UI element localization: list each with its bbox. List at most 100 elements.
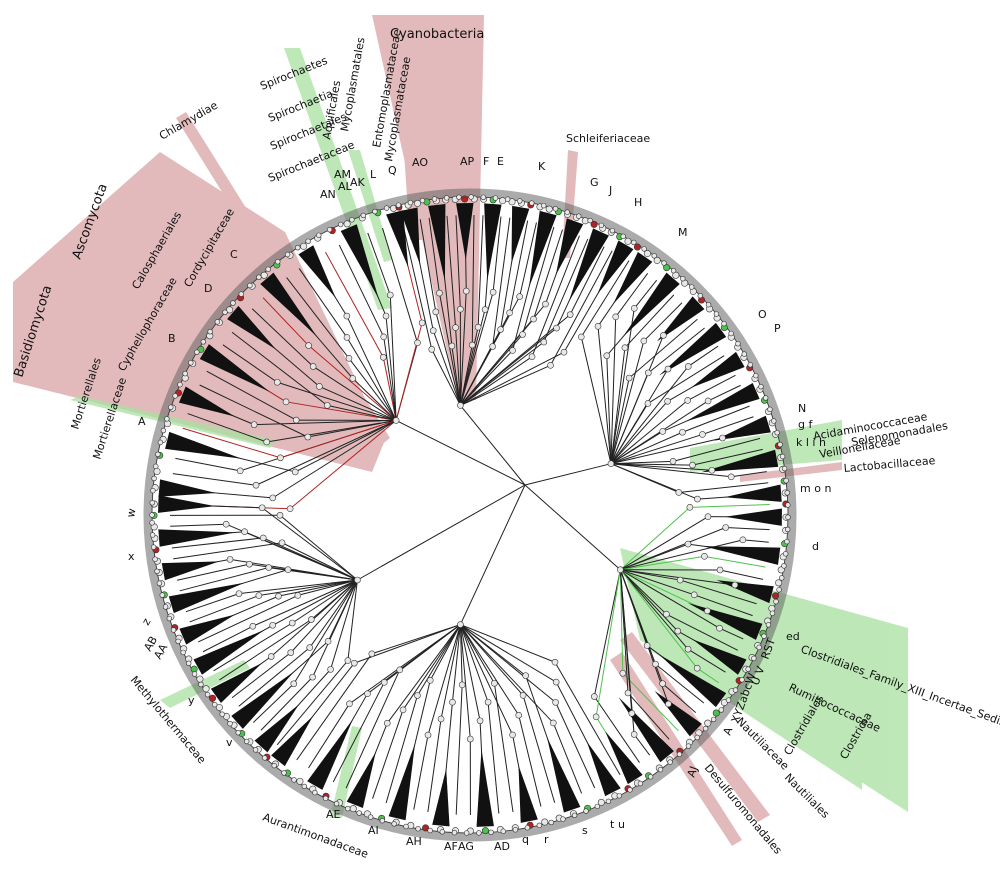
tree-node xyxy=(723,525,729,531)
tree-node xyxy=(617,567,623,573)
collapsed-clade xyxy=(477,750,494,827)
tree-node xyxy=(548,362,554,368)
tree-node xyxy=(604,353,610,359)
tree-node xyxy=(186,661,191,666)
marker-AF: AF xyxy=(444,840,458,853)
tree-node xyxy=(457,306,463,312)
marker-L: L xyxy=(370,168,377,181)
branch xyxy=(291,580,358,653)
tree-node xyxy=(520,332,526,338)
tree-node xyxy=(270,495,276,501)
tree-node xyxy=(625,690,631,696)
tree-node xyxy=(171,628,176,633)
tree-node xyxy=(310,363,316,369)
tree-node xyxy=(546,206,552,212)
tree-node xyxy=(785,527,790,532)
tree-node xyxy=(595,804,600,809)
tree-node xyxy=(729,331,734,336)
marker-AN: AN xyxy=(320,188,336,201)
marker-P: P xyxy=(774,322,781,335)
tree-node xyxy=(380,818,385,823)
tree-node xyxy=(751,656,756,661)
marker-AL: AL xyxy=(338,180,353,193)
tree-node xyxy=(705,398,711,404)
tree-node xyxy=(444,195,449,200)
tree-node xyxy=(620,670,626,676)
branch xyxy=(396,323,422,421)
tree-node xyxy=(387,292,393,298)
tree-node xyxy=(345,658,351,664)
branch xyxy=(488,702,499,813)
tree-node xyxy=(631,240,636,245)
tree-node xyxy=(155,452,160,457)
tree-node xyxy=(383,313,389,319)
tree-node xyxy=(324,402,330,408)
tree-node xyxy=(201,339,206,344)
tree-node xyxy=(591,694,597,700)
tree-node xyxy=(205,692,210,697)
tree-node xyxy=(381,679,387,685)
tree-node xyxy=(501,829,506,834)
tree-node xyxy=(610,228,615,233)
tree-node xyxy=(481,195,486,200)
tree-node xyxy=(173,393,178,398)
tree-node xyxy=(691,592,697,598)
branch xyxy=(460,625,494,684)
branch xyxy=(294,580,358,684)
branch xyxy=(354,625,460,664)
tree-node xyxy=(695,735,700,740)
tree-node xyxy=(261,272,267,278)
tree-node xyxy=(567,312,573,318)
marker-r: r xyxy=(544,833,549,846)
tree-node xyxy=(677,577,683,583)
collapsed-clade xyxy=(703,546,780,565)
tree-node xyxy=(475,324,481,330)
tree-node xyxy=(719,708,724,713)
marker-klh: k l i h xyxy=(796,436,826,449)
branch xyxy=(175,458,240,470)
tree-node xyxy=(289,620,295,626)
tree-node xyxy=(158,440,163,445)
marker-mon: m o n xyxy=(800,482,831,495)
tree-node xyxy=(163,605,168,610)
tree-node xyxy=(259,505,265,511)
tree-node xyxy=(392,821,397,826)
tree-node xyxy=(491,680,497,686)
marker-u: u xyxy=(618,818,625,831)
tree-node xyxy=(687,504,693,510)
marker-Q: Q xyxy=(388,164,397,177)
tree-node xyxy=(408,822,414,828)
label-schleiferiaceae: Schleiferiaceae xyxy=(566,132,650,145)
branch xyxy=(297,654,372,760)
tree-node xyxy=(499,197,505,203)
tree-node xyxy=(176,639,181,644)
tree-node xyxy=(553,679,559,685)
tree-node xyxy=(680,276,685,281)
tree-node xyxy=(338,222,343,227)
tree-node xyxy=(227,556,233,562)
tree-node xyxy=(228,721,233,726)
tree-node xyxy=(368,815,373,820)
tree-node xyxy=(236,591,242,597)
tree-node xyxy=(677,752,682,757)
label-lactobacillaceae: Lactobacillaceae xyxy=(843,454,936,475)
tree-node xyxy=(663,611,669,617)
collapsed-clade xyxy=(724,485,781,502)
tree-node xyxy=(489,830,494,835)
tree-node xyxy=(357,811,362,816)
marker-C: C xyxy=(230,248,238,261)
tree-node xyxy=(777,587,782,592)
branch xyxy=(253,580,358,626)
tree-node xyxy=(728,474,734,480)
branch xyxy=(460,625,556,683)
marker-AP: AP xyxy=(460,155,475,168)
tree-node xyxy=(346,701,352,707)
tree-node xyxy=(671,268,676,273)
tree-node xyxy=(685,363,691,369)
tree-node xyxy=(622,345,628,351)
tree-node xyxy=(780,454,785,459)
tree-node xyxy=(384,206,389,211)
marker-N: N xyxy=(798,402,806,415)
tree-node xyxy=(742,352,747,357)
marker-AE: AE xyxy=(326,808,341,821)
